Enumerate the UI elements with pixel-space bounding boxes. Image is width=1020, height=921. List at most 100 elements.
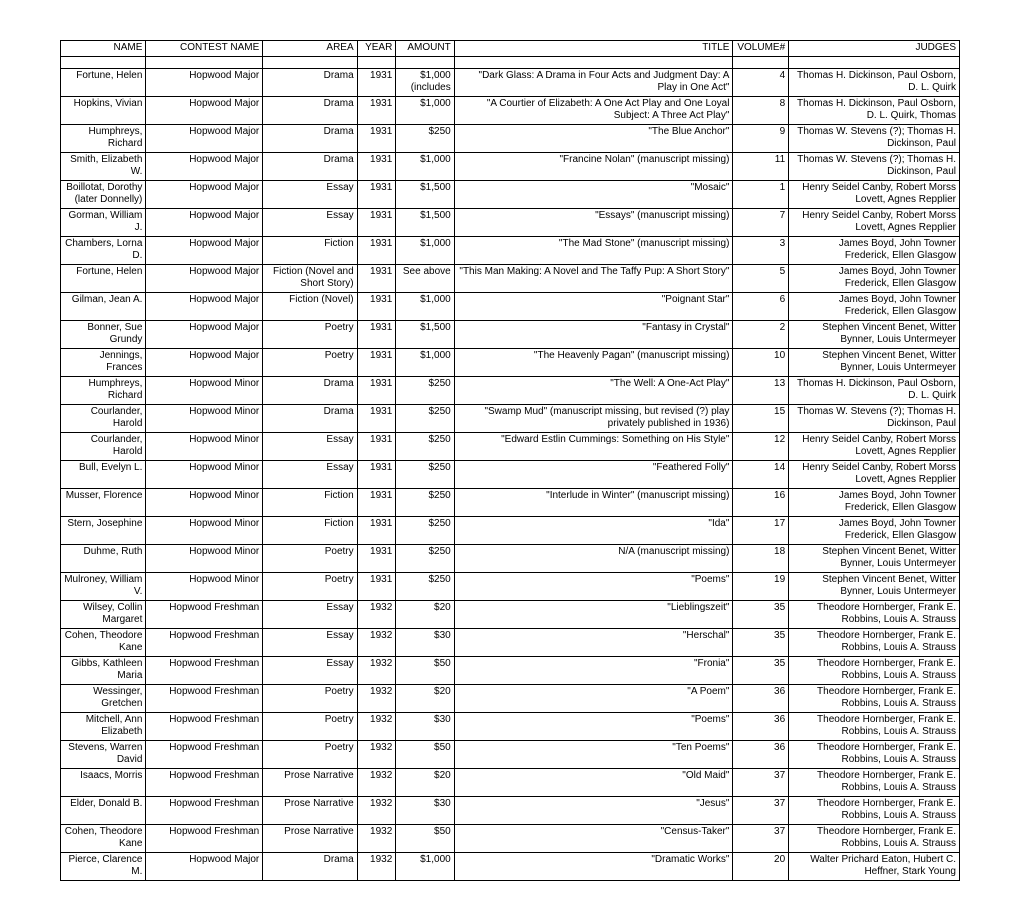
- cell-title: "Feathered Folly": [454, 460, 733, 488]
- cell-title: "Poems": [454, 712, 733, 740]
- cell-judges: Henry Seidel Canby, Robert Morss Lovett,…: [789, 432, 960, 460]
- cell-contest: Hopwood Major: [146, 236, 263, 264]
- cell-amount: $1,000: [396, 96, 454, 124]
- cell-contest: Hopwood Freshman: [146, 740, 263, 768]
- table-row: Bonner, Sue GrundyHopwood MajorPoetry193…: [61, 320, 960, 348]
- cell-contest: Hopwood Freshman: [146, 600, 263, 628]
- cell-title: "Poems": [454, 572, 733, 600]
- cell-contest: Hopwood Major: [146, 68, 263, 96]
- header-title: TITLE: [454, 41, 733, 57]
- cell-contest: Hopwood Major: [146, 208, 263, 236]
- table-row: Stevens, Warren DavidHopwood FreshmanPoe…: [61, 740, 960, 768]
- cell-year: 1932: [357, 824, 396, 852]
- cell-name: Pierce, Clarence M.: [61, 852, 146, 880]
- cell-volume: 8: [733, 96, 789, 124]
- cell-name: Cohen, Theodore Kane: [61, 824, 146, 852]
- cell-judges: Walter Prichard Eaton, Hubert C. Heffner…: [789, 852, 960, 880]
- cell-amount: $20: [396, 768, 454, 796]
- cell-amount: $250: [396, 404, 454, 432]
- cell-year: 1931: [357, 68, 396, 96]
- cell-area: Prose Narrative: [263, 768, 357, 796]
- cell-name: Courlander, Harold: [61, 432, 146, 460]
- cell-name: Chambers, Lorna D.: [61, 236, 146, 264]
- cell-year: 1932: [357, 656, 396, 684]
- cell-contest: Hopwood Minor: [146, 432, 263, 460]
- cell-title: "Dramatic Works": [454, 852, 733, 880]
- cell-amount: $1,000: [396, 152, 454, 180]
- table-row: Humphreys, RichardHopwood MinorDrama1931…: [61, 376, 960, 404]
- cell-volume: 17: [733, 516, 789, 544]
- cell-title: "Essays" (manuscript missing): [454, 208, 733, 236]
- cell-amount: $50: [396, 824, 454, 852]
- header-contest: CONTEST NAME: [146, 41, 263, 57]
- cell-volume: 7: [733, 208, 789, 236]
- cell-contest: Hopwood Major: [146, 264, 263, 292]
- table-row: Boillotat, Dorothy (later Donnelly)Hopwo…: [61, 180, 960, 208]
- cell-year: 1931: [357, 544, 396, 572]
- cell-volume: 35: [733, 656, 789, 684]
- table-row: Bull, Evelyn L.Hopwood MinorEssay1931$25…: [61, 460, 960, 488]
- cell-judges: Theodore Hornberger, Frank E. Robbins, L…: [789, 796, 960, 824]
- cell-amount: $250: [396, 488, 454, 516]
- cell-year: 1932: [357, 684, 396, 712]
- cell-volume: 20: [733, 852, 789, 880]
- cell-year: 1931: [357, 432, 396, 460]
- cell-name: Duhme, Ruth: [61, 544, 146, 572]
- cell-area: Essay: [263, 432, 357, 460]
- cell-name: Stern, Josephine: [61, 516, 146, 544]
- table-row: Mulroney, William V.Hopwood MinorPoetry1…: [61, 572, 960, 600]
- cell-volume: 11: [733, 152, 789, 180]
- cell-title: "Mosaic": [454, 180, 733, 208]
- table-row: Courlander, HaroldHopwood MinorDrama1931…: [61, 404, 960, 432]
- cell-judges: Thomas W. Stevens (?); Thomas H. Dickins…: [789, 152, 960, 180]
- cell-judges: James Boyd, John Towner Frederick, Ellen…: [789, 292, 960, 320]
- table-body: Fortune, HelenHopwood MajorDrama1931$1,0…: [61, 56, 960, 880]
- cell-amount: $20: [396, 684, 454, 712]
- table-row: Mitchell, Ann ElizabethHopwood FreshmanP…: [61, 712, 960, 740]
- cell-area: Drama: [263, 124, 357, 152]
- cell-contest: Hopwood Freshman: [146, 824, 263, 852]
- cell-volume: 3: [733, 236, 789, 264]
- cell-judges: James Boyd, John Towner Frederick, Ellen…: [789, 488, 960, 516]
- cell-amount: $250: [396, 572, 454, 600]
- awards-table: NAME CONTEST NAME AREA YEAR AMOUNT TITLE…: [60, 40, 960, 881]
- table-row: Fortune, HelenHopwood MajorDrama1931$1,0…: [61, 68, 960, 96]
- cell-area: Poetry: [263, 684, 357, 712]
- cell-judges: James Boyd, John Towner Frederick, Ellen…: [789, 516, 960, 544]
- cell-amount: $1,000: [396, 236, 454, 264]
- cell-area: Essay: [263, 600, 357, 628]
- cell-year: 1931: [357, 180, 396, 208]
- cell-name: Bonner, Sue Grundy: [61, 320, 146, 348]
- cell-area: Drama: [263, 152, 357, 180]
- cell-year: 1931: [357, 572, 396, 600]
- cell-year: 1932: [357, 740, 396, 768]
- cell-judges: Theodore Hornberger, Frank E. Robbins, L…: [789, 628, 960, 656]
- cell-contest: Hopwood Major: [146, 124, 263, 152]
- cell-title: "Poignant Star": [454, 292, 733, 320]
- cell-contest: Hopwood Minor: [146, 572, 263, 600]
- cell-area: Fiction: [263, 516, 357, 544]
- cell-contest: Hopwood Minor: [146, 460, 263, 488]
- table-row: Elder, Donald B.Hopwood FreshmanProse Na…: [61, 796, 960, 824]
- cell-year: 1931: [357, 376, 396, 404]
- table-row: Isaacs, MorrisHopwood FreshmanProse Narr…: [61, 768, 960, 796]
- cell-contest: Hopwood Major: [146, 320, 263, 348]
- cell-judges: Thomas H. Dickinson, Paul Osborn, D. L. …: [789, 68, 960, 96]
- cell-volume: 36: [733, 740, 789, 768]
- cell-name: Smith, Elizabeth W.: [61, 152, 146, 180]
- cell-volume: 13: [733, 376, 789, 404]
- cell-judges: Stephen Vincent Benet, Witter Bynner, Lo…: [789, 348, 960, 376]
- cell-amount: $250: [396, 460, 454, 488]
- cell-name: Fortune, Helen: [61, 264, 146, 292]
- cell-amount: $1,500: [396, 180, 454, 208]
- cell-amount: $30: [396, 796, 454, 824]
- cell-name: Hopkins, Vivian: [61, 96, 146, 124]
- cell-judges: Theodore Hornberger, Frank E. Robbins, L…: [789, 768, 960, 796]
- cell-name: Gilman, Jean A.: [61, 292, 146, 320]
- cell-title: N/A (manuscript missing): [454, 544, 733, 572]
- cell-judges: James Boyd, John Towner Frederick, Ellen…: [789, 264, 960, 292]
- cell-volume: 16: [733, 488, 789, 516]
- cell-title: "Dark Glass: A Drama in Four Acts and Ju…: [454, 68, 733, 96]
- cell-title: "Interlude in Winter" (manuscript missin…: [454, 488, 733, 516]
- cell-year: 1931: [357, 292, 396, 320]
